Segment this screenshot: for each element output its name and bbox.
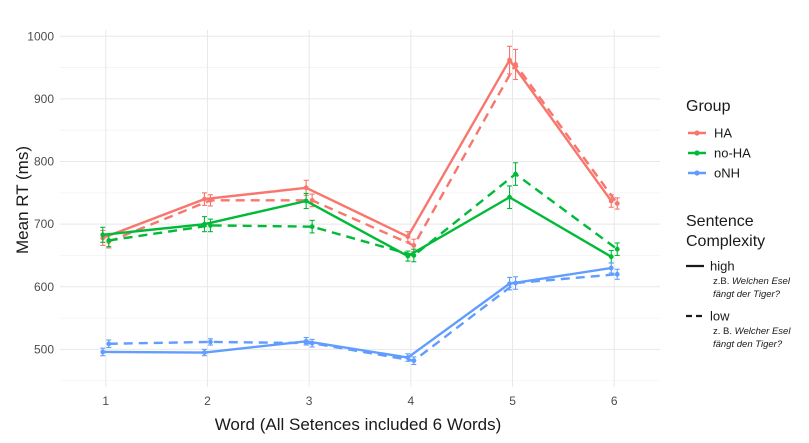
- group-legend: Group HA no-HA oNH: [686, 98, 751, 181]
- data-point: [411, 358, 417, 364]
- data-point: [513, 62, 518, 67]
- series-line: [102, 196, 612, 258]
- legend-label: oNH: [714, 166, 740, 181]
- x-tick-label: 5: [509, 394, 516, 408]
- data-point: [507, 57, 512, 63]
- x-tick-label: 1: [102, 394, 109, 408]
- data-point: [608, 198, 614, 204]
- series-line: [102, 266, 612, 359]
- legend-label: no-HA: [714, 146, 751, 161]
- y-tick-label: 800: [34, 155, 54, 169]
- x-tick-labels: 1 2 3 4 5 6: [102, 394, 617, 408]
- legend-example-line2: fängt den Tiger?: [713, 339, 783, 350]
- data-point: [608, 265, 614, 271]
- y-tick-label: 600: [34, 280, 54, 294]
- data-point: [309, 340, 315, 346]
- data-point: [411, 243, 417, 248]
- legend-example-line1: z.B. Welchen Esel: [713, 276, 791, 287]
- x-axis-title: Word (All Setences included 6 Words): [215, 415, 502, 434]
- legend-entry-high: high z.B. Welchen Esel fängt der Tiger?: [686, 259, 791, 300]
- data-point: [100, 232, 106, 238]
- data-point: [405, 234, 411, 240]
- legend-example-line2: fängt der Tiger?: [713, 289, 781, 300]
- legend-key-point: [694, 130, 700, 136]
- data-point: [303, 198, 309, 204]
- y-tick-label: 500: [34, 342, 54, 356]
- data-point: [614, 271, 620, 277]
- data-point: [106, 341, 112, 347]
- series-onh-low: [106, 268, 620, 366]
- data-point: [614, 246, 620, 252]
- data-point: [303, 185, 309, 191]
- data-point: [513, 280, 518, 286]
- complexity-legend-title-line2: Complexity: [686, 233, 765, 250]
- legend-label: low: [710, 309, 730, 324]
- legend-key-point: [694, 170, 700, 176]
- x-tick-label: 3: [306, 394, 313, 408]
- series-no-ha-low: [106, 162, 620, 263]
- legend-entry-onh: oNH: [688, 166, 740, 181]
- data-point: [309, 224, 315, 230]
- series-ha-high: [100, 45, 614, 247]
- complexity-legend: Sentence Complexity high z.B. Welchen Ese…: [686, 213, 791, 350]
- series-line: [108, 63, 619, 247]
- legend-label: high: [710, 259, 735, 274]
- grid: [60, 30, 660, 387]
- data-point: [507, 194, 512, 200]
- group-legend-title: Group: [686, 98, 731, 115]
- data-point: [100, 349, 106, 355]
- complexity-legend-title-line1: Sentence: [686, 213, 754, 230]
- series-ha-low: [106, 48, 620, 253]
- y-tick-labels: 500 600 700 800 900 1000: [27, 29, 54, 356]
- data-point: [208, 197, 213, 203]
- series-line: [108, 273, 618, 362]
- series-line: [102, 58, 613, 240]
- series-lines: [100, 45, 620, 366]
- data-point: [106, 238, 112, 243]
- x-tick-label: 6: [611, 394, 618, 408]
- y-tick-label: 900: [34, 92, 54, 106]
- y-tick-label: 700: [34, 217, 54, 231]
- data-point: [202, 350, 207, 355]
- data-point: [208, 339, 213, 345]
- x-tick-label: 4: [408, 394, 415, 408]
- x-tick-label: 2: [204, 394, 211, 408]
- series-no-ha-high: [100, 185, 614, 264]
- data-point: [608, 254, 614, 260]
- data-point: [411, 253, 417, 258]
- data-point: [208, 223, 213, 228]
- data-point: [309, 197, 315, 203]
- series-line: [108, 172, 618, 257]
- legend-entry-low: low z. B. Welcher Esel fängt den Tiger?: [686, 309, 791, 350]
- legend-label: HA: [714, 126, 732, 141]
- legend-example-line1: z. B. Welcher Esel: [713, 326, 791, 337]
- data-point: [513, 171, 518, 177]
- y-axis-title: Mean RT (ms): [13, 146, 32, 254]
- y-tick-label: 1000: [27, 29, 54, 43]
- data-point: [507, 281, 512, 287]
- data-point: [614, 201, 620, 206]
- legend-entry-ha: HA: [688, 126, 732, 141]
- legend-key-point: [694, 150, 700, 156]
- data-point: [202, 196, 207, 202]
- legend-entry-no-ha: no-HA: [688, 146, 751, 161]
- series-onh-high: [100, 262, 614, 362]
